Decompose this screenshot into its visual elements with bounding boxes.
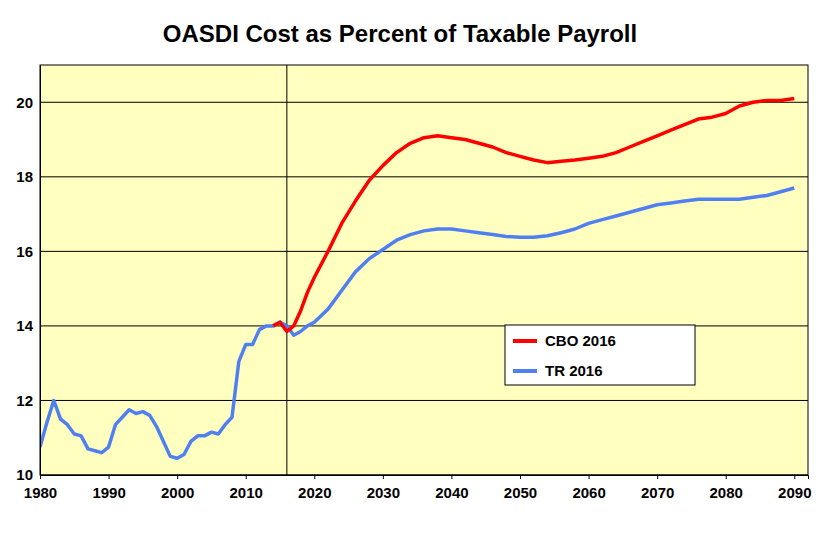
legend-label: CBO 2016 — [545, 332, 616, 349]
legend-box — [505, 325, 695, 385]
x-tick-mark — [109, 475, 110, 479]
reference-line — [286, 65, 287, 475]
x-tick: 2000 — [161, 475, 194, 501]
x-tick: 2090 — [778, 475, 811, 501]
legend-swatch — [513, 369, 537, 373]
y-tick-label: 20 — [16, 94, 33, 111]
x-tick-label: 2090 — [778, 484, 811, 501]
x-tick-mark — [246, 475, 247, 479]
legend-swatch — [513, 339, 537, 343]
grid-line — [40, 251, 808, 252]
legend-label: TR 2016 — [545, 362, 603, 379]
x-tick-mark — [177, 475, 178, 479]
x-tick: 2030 — [367, 475, 400, 501]
plot-frame — [40, 65, 808, 475]
x-tick-label: 2080 — [710, 484, 743, 501]
x-tick-label: 2040 — [435, 484, 468, 501]
marks — [40, 65, 794, 475]
y-axis: 10 12 14 16 18 20 — [16, 66, 40, 484]
y-tick: 16 — [16, 243, 40, 260]
grid-line — [40, 176, 808, 177]
x-tick-mark — [589, 475, 590, 479]
y-tick: 18 — [16, 168, 40, 185]
x-tick-label: 2060 — [572, 484, 605, 501]
x-tick-label: 1990 — [92, 484, 125, 501]
series-line — [273, 99, 794, 332]
x-tick: 2080 — [710, 475, 743, 501]
x-tick: 2060 — [572, 475, 605, 501]
x-tick-label: 1980 — [24, 484, 57, 501]
x-tick-mark — [726, 475, 727, 479]
grid-line — [40, 102, 808, 103]
x-tick-label: 2070 — [641, 484, 674, 501]
title: OASDI Cost as Percent of Taxable Payroll — [163, 20, 637, 47]
y-tick-label: 18 — [16, 168, 33, 185]
y-tick: 10 — [16, 466, 40, 483]
x-tick: 2040 — [435, 475, 468, 501]
y-tick: 20 — [16, 94, 40, 111]
x-tick: 2070 — [641, 475, 674, 501]
x-tick-label: 2000 — [161, 484, 194, 501]
series-line — [40, 188, 794, 458]
x-tick-mark — [40, 475, 41, 479]
x-tick: 2020 — [298, 475, 331, 501]
x-tick-label: 2030 — [367, 484, 400, 501]
x-tick: 2010 — [230, 475, 263, 501]
x-axis: 1980 1990 2000 2010 2020 2030 2040 2050 2060 2070… — [24, 475, 812, 501]
x-tick-mark — [520, 475, 521, 479]
y-tick: 14 — [16, 317, 40, 334]
y-tick-label: 14 — [16, 317, 33, 334]
chart: 1980199020002010202020302040205020602070… — [0, 0, 828, 541]
y-tick-label: 12 — [16, 392, 33, 409]
x-tick-mark — [383, 475, 384, 479]
x-tick-mark — [451, 475, 452, 479]
x-axis-line — [41, 476, 809, 480]
x-tick-mark — [794, 475, 795, 479]
y-tick-label: 10 — [16, 466, 33, 483]
grid-line — [40, 400, 808, 401]
legend: CBO 2016 TR 2016 — [505, 325, 695, 385]
grid — [40, 102, 808, 475]
y-tick-label: 16 — [16, 243, 33, 260]
x-tick-label: 2020 — [298, 484, 331, 501]
y-tick: 12 — [16, 392, 40, 409]
plot-background — [40, 65, 808, 475]
x-tick: 2050 — [504, 475, 537, 501]
x-tick-label: 2050 — [504, 484, 537, 501]
x-tick-mark — [657, 475, 658, 479]
x-tick: 1990 — [92, 475, 125, 501]
x-tick-mark — [314, 475, 315, 479]
plot: 1980199020002010202020302040205020602070… — [16, 65, 811, 501]
x-tick-label: 2010 — [230, 484, 263, 501]
